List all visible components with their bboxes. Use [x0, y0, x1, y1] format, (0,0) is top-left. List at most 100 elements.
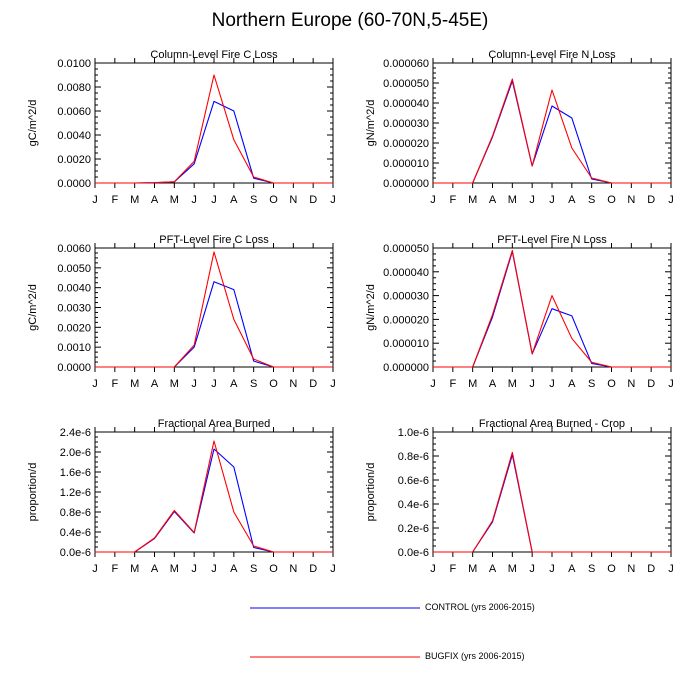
x-tick-label: A	[230, 378, 238, 390]
plot-frame	[432, 431, 672, 553]
x-tick-label: J	[668, 563, 674, 575]
series-line-bugfix	[95, 251, 333, 368]
y-tick-label: 0.000020	[383, 314, 429, 326]
y-tick-label: 0.0040	[57, 130, 91, 142]
x-tick-label: J	[211, 563, 217, 575]
x-tick-label: F	[111, 563, 118, 575]
y-tick-label: 0.000010	[383, 158, 429, 170]
x-tick-label: M	[170, 194, 179, 206]
panel-title: PFT-Level Fire N Loss	[497, 234, 607, 246]
x-tick-label: O	[607, 194, 616, 206]
x-tick-label: S	[250, 378, 257, 390]
x-tick-label: N	[627, 563, 635, 575]
panel-title: Column-Level Fire N Loss	[488, 49, 616, 61]
y-tick-label: 0.0e-6	[398, 547, 429, 559]
y-tick-label: 0.0020	[57, 322, 91, 334]
x-tick-label: A	[568, 563, 576, 575]
y-tick-label: 0.0000	[57, 362, 91, 374]
y-axis-label: proportion/d	[365, 463, 377, 522]
y-tick-label: 0.8e-6	[398, 451, 429, 463]
panel-title: Fractional Area Burned	[158, 418, 271, 430]
x-tick-label: J	[549, 378, 555, 390]
x-tick-label: N	[627, 378, 635, 390]
panel-title: PFT-Level Fire C Loss	[159, 234, 269, 246]
x-tick-label: J	[330, 563, 336, 575]
x-tick-label: A	[151, 563, 159, 575]
x-tick-label: O	[269, 378, 278, 390]
y-tick-label: 0.000020	[383, 138, 429, 150]
x-tick-label: F	[449, 194, 456, 206]
x-tick-label: N	[627, 194, 635, 206]
x-tick-label: A	[489, 378, 497, 390]
legend-label-bugfix: BUGFIX (yrs 2006-2015)	[425, 651, 525, 661]
x-tick-label: J	[92, 563, 98, 575]
y-tick-label: 0.0100	[57, 58, 91, 70]
x-tick-label: M	[170, 378, 179, 390]
x-tick-label: J	[211, 378, 217, 390]
x-tick-label: M	[508, 194, 517, 206]
series-line-control	[433, 251, 671, 368]
x-tick-label: O	[607, 378, 616, 390]
x-tick-label: M	[130, 194, 139, 206]
y-tick-label: 0.000050	[383, 243, 429, 255]
x-tick-label: N	[289, 378, 297, 390]
y-tick-label: 0.4e-6	[398, 499, 429, 511]
x-tick-label: A	[489, 563, 497, 575]
x-tick-label: M	[130, 563, 139, 575]
y-tick-label: 0.0060	[57, 243, 91, 255]
plot-frame	[94, 247, 334, 368]
x-tick-label: M	[468, 194, 477, 206]
y-tick-label: 0.0040	[57, 283, 91, 295]
y-axis-label: gN/m^2/d	[365, 100, 377, 147]
series-line-control	[95, 281, 333, 368]
y-axis-label: gN/m^2/d	[365, 284, 377, 331]
plot-frame	[432, 247, 672, 368]
x-tick-label: J	[529, 563, 535, 575]
x-tick-label: J	[549, 194, 555, 206]
y-axis-label: gC/m^2/d	[27, 100, 39, 147]
x-tick-label: J	[330, 194, 336, 206]
figure-title: Northern Europe (60-70N,5-45E)	[211, 10, 489, 31]
y-tick-label: 0.000040	[383, 98, 429, 110]
y-tick-label: 0.000060	[383, 58, 429, 70]
x-tick-label: J	[92, 194, 98, 206]
y-tick-label: 0.0060	[57, 106, 91, 118]
x-tick-label: J	[211, 194, 217, 206]
x-tick-label: J	[191, 563, 197, 575]
x-tick-label: M	[468, 378, 477, 390]
x-tick-label: M	[468, 563, 477, 575]
y-tick-label: 0.000030	[383, 291, 429, 303]
x-tick-label: J	[549, 563, 555, 575]
x-tick-label: S	[250, 563, 257, 575]
y-axis-label: gC/m^2/d	[27, 284, 39, 331]
panel-title: Fractional Area Burned - Crop	[479, 418, 625, 430]
y-tick-label: 0.000000	[383, 362, 429, 374]
x-tick-label: J	[529, 194, 535, 206]
series-line-bugfix	[433, 249, 671, 368]
y-tick-label: 0.0020	[57, 154, 91, 166]
x-tick-label: J	[430, 563, 436, 575]
x-tick-label: M	[170, 563, 179, 575]
y-tick-label: 0.0050	[57, 263, 91, 275]
x-tick-label: D	[647, 378, 655, 390]
x-tick-label: J	[668, 378, 674, 390]
x-tick-label: A	[230, 194, 238, 206]
x-tick-label: J	[668, 194, 674, 206]
x-tick-label: A	[489, 194, 497, 206]
y-tick-label: 0.0010	[57, 342, 91, 354]
x-tick-label: J	[430, 378, 436, 390]
series-line-bugfix	[433, 78, 671, 184]
y-tick-label: 0.0030	[57, 303, 91, 315]
series-line-control	[95, 448, 333, 553]
x-tick-label: J	[191, 378, 197, 390]
legend-label-control: CONTROL (yrs 2006-2015)	[425, 602, 535, 612]
x-tick-label: A	[151, 378, 159, 390]
x-tick-label: D	[309, 378, 317, 390]
x-tick-label: J	[430, 194, 436, 206]
x-tick-label: M	[508, 378, 517, 390]
x-tick-label: A	[230, 563, 238, 575]
x-tick-label: M	[508, 563, 517, 575]
x-tick-label: D	[647, 194, 655, 206]
x-tick-label: S	[250, 194, 257, 206]
